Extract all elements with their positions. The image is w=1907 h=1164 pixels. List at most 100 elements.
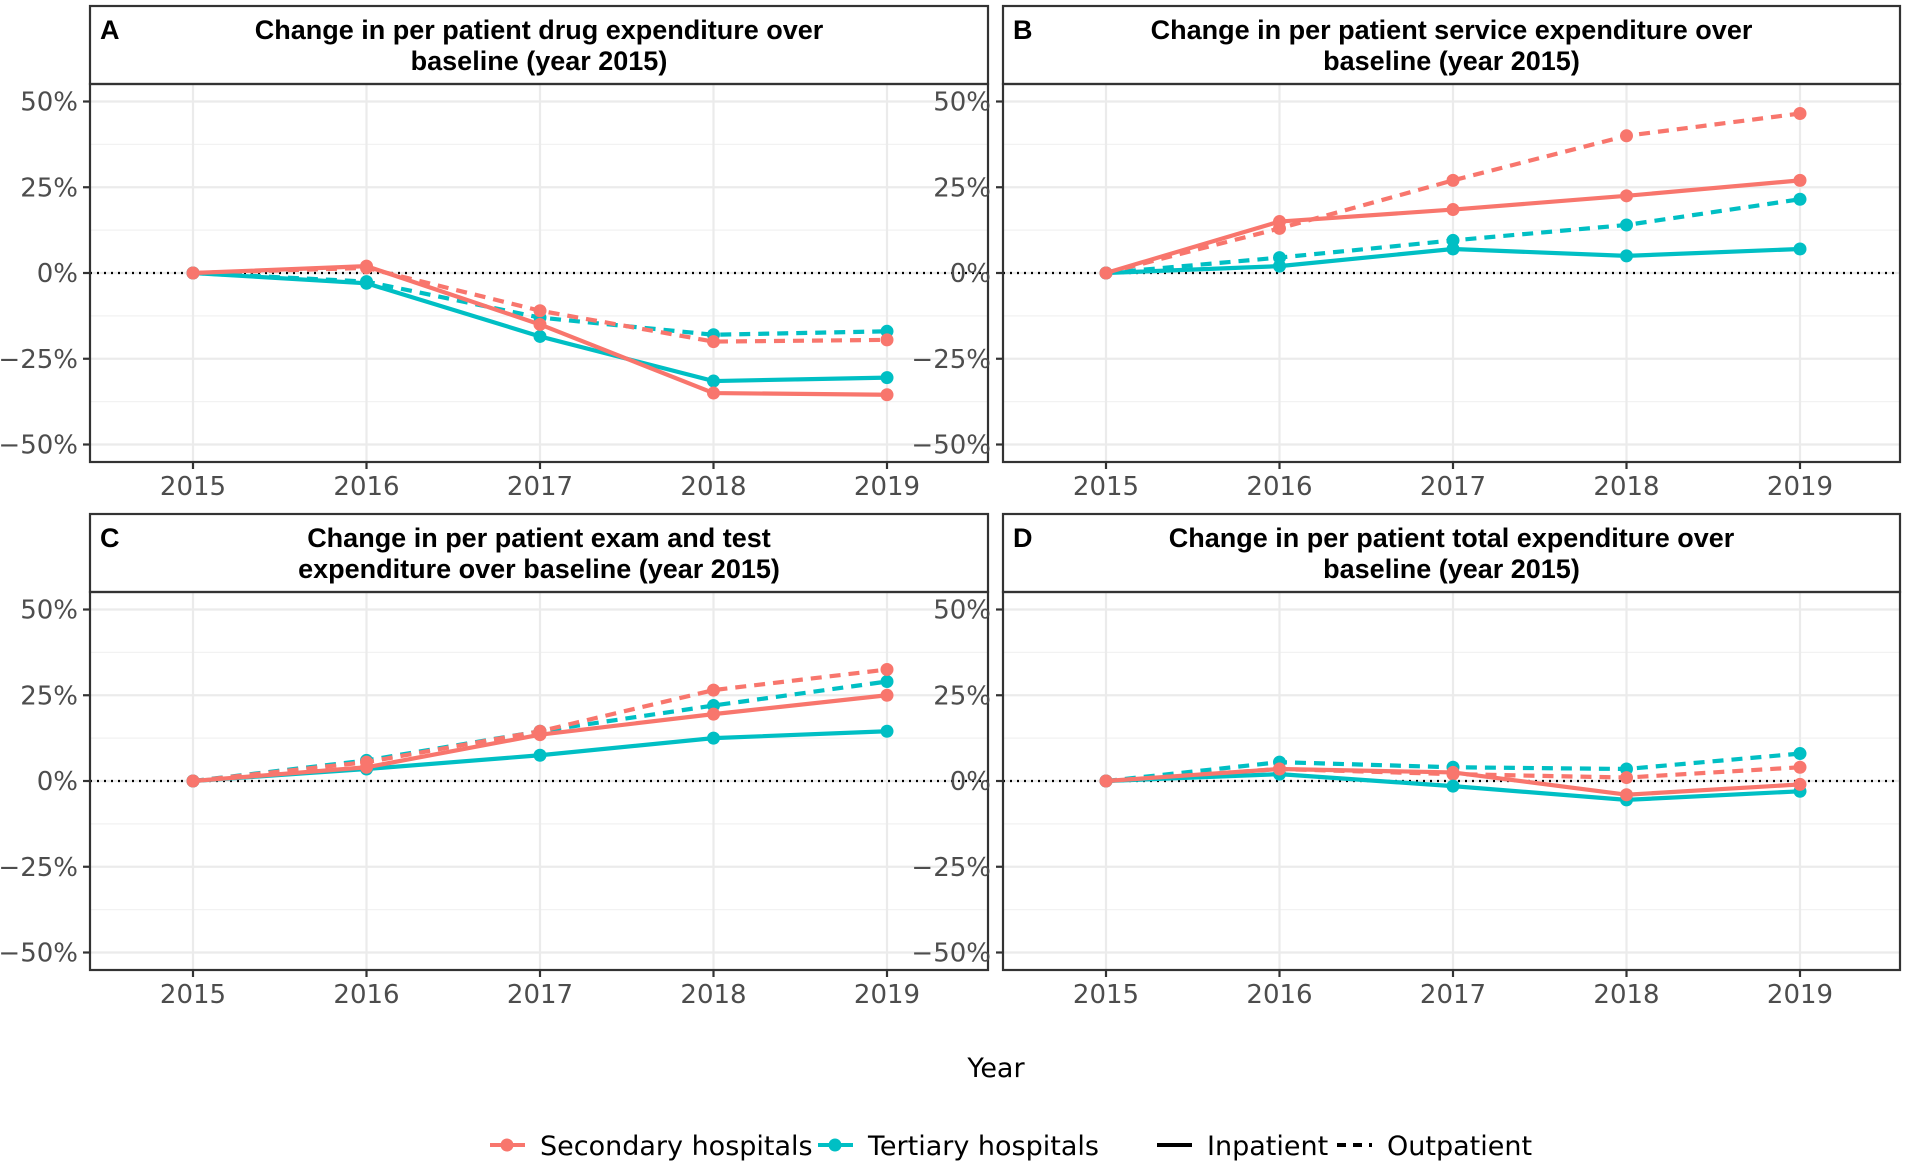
y-tick-label: −25%	[911, 853, 991, 883]
data-point-tertiary-hospitals-inpatient-2016	[1273, 259, 1286, 273]
data-point-tertiary-hospitals-inpatient-2019	[880, 724, 894, 738]
x-tick-label: 2015	[160, 980, 226, 1010]
data-point-secondary-hospitals-inpatient-2016	[360, 259, 373, 273]
data-point-secondary-hospitals-outpatient-2017	[1446, 173, 1460, 187]
data-point-secondary-hospitals-inpatient-2016	[1273, 762, 1286, 776]
panel-b: B Change in per patient service expenditu…	[911, 4, 1902, 502]
data-point-secondary-hospitals-inpatient-2017	[533, 728, 547, 742]
panels: A Change in per patient drug expenditure …	[0, 4, 1902, 1010]
legend-label-outpatient: Outpatient	[1387, 1131, 1532, 1162]
data-point-tertiary-hospitals-inpatient-2017	[533, 329, 547, 343]
y-tick-label: 25%	[20, 681, 78, 711]
data-point-secondary-hospitals-inpatient-2015	[186, 266, 200, 280]
y-tick-label: 50%	[933, 596, 991, 626]
y-tick-label: −25%	[0, 853, 78, 883]
data-point-secondary-hospitals-outpatient-2018	[1620, 129, 1633, 143]
data-point-tertiary-hospitals-inpatient-2018	[707, 731, 720, 745]
x-axis-title: Year	[966, 1053, 1025, 1084]
y-tick-label: −50%	[0, 939, 78, 969]
data-point-secondary-hospitals-outpatient-2019	[1793, 107, 1807, 121]
legend-key-secondary-point	[500, 1138, 514, 1152]
data-point-tertiary-hospitals-outpatient-2019	[1793, 192, 1807, 206]
x-tick-label: 2019	[1767, 472, 1833, 502]
panel-letter: A	[100, 15, 120, 45]
x-tick-label: 2018	[680, 472, 746, 502]
x-tick-label: 2017	[507, 980, 573, 1010]
data-point-secondary-hospitals-outpatient-2018	[707, 683, 720, 697]
data-point-secondary-hospitals-outpatient-2018	[1620, 771, 1633, 785]
panel-strip	[88, 4, 990, 86]
data-point-secondary-hospitals-outpatient-2019	[880, 333, 894, 347]
legend-label-secondary: Secondary hospitals	[540, 1131, 813, 1162]
data-point-secondary-hospitals-outpatient-2019	[880, 663, 894, 677]
panel-letter: D	[1013, 523, 1033, 553]
panel-title-line: baseline (year 2015)	[411, 46, 668, 76]
data-point-secondary-hospitals-inpatient-2018	[707, 707, 720, 721]
x-tick-label: 2018	[1593, 980, 1659, 1010]
data-point-secondary-hospitals-inpatient-2015	[1099, 774, 1113, 788]
data-point-secondary-hospitals-inpatient-2017	[533, 317, 547, 331]
panel-letter: C	[100, 523, 120, 553]
data-point-secondary-hospitals-inpatient-2017	[1446, 203, 1460, 217]
data-point-secondary-hospitals-inpatient-2016	[360, 760, 373, 774]
y-tick-label: −25%	[0, 345, 78, 375]
data-point-secondary-hospitals-inpatient-2015	[186, 774, 200, 788]
y-tick-label: 50%	[20, 88, 78, 118]
panel-letter: B	[1013, 15, 1033, 45]
data-point-tertiary-hospitals-inpatient-2017	[1446, 779, 1460, 793]
x-tick-label: 2015	[160, 472, 226, 502]
y-tick-label: 25%	[933, 173, 991, 203]
y-tick-label: −50%	[0, 431, 78, 461]
y-tick-label: 50%	[20, 596, 78, 626]
y-tick-label: −50%	[911, 431, 991, 461]
y-tick-label: 25%	[933, 681, 991, 711]
panel-d: D Change in per patient total expenditure…	[911, 512, 1902, 1010]
data-point-secondary-hospitals-outpatient-2019	[1793, 760, 1807, 774]
panel-title-line: baseline (year 2015)	[1323, 46, 1580, 76]
x-tick-label: 2017	[1420, 472, 1486, 502]
y-tick-label: 25%	[20, 173, 78, 203]
data-point-secondary-hospitals-inpatient-2019	[1793, 777, 1807, 791]
panel-title-line: expenditure over baseline (year 2015)	[298, 554, 780, 584]
panel-title-line: Change in per patient total expenditure …	[1169, 523, 1735, 553]
data-point-tertiary-hospitals-outpatient-2019	[880, 675, 894, 689]
panel-strip	[1001, 4, 1902, 86]
data-point-tertiary-hospitals-outpatient-2018	[1620, 218, 1633, 232]
x-tick-label: 2016	[1246, 980, 1312, 1010]
data-point-secondary-hospitals-inpatient-2018	[1620, 189, 1633, 203]
data-point-secondary-hospitals-outpatient-2018	[707, 335, 720, 349]
panel-strip	[1001, 512, 1902, 594]
panel-a: A Change in per patient drug expenditure …	[0, 4, 990, 502]
series-line-secondary-hospitals-outpatient	[1105, 111, 1801, 276]
legend-label-inpatient: Inpatient	[1207, 1131, 1328, 1162]
x-tick-label: 2016	[1246, 472, 1312, 502]
x-tick-label: 2018	[1593, 472, 1659, 502]
data-point-tertiary-hospitals-inpatient-2017	[1446, 242, 1460, 256]
y-tick-label: 0%	[37, 767, 78, 797]
x-tick-label: 2017	[1420, 980, 1486, 1010]
data-point-secondary-hospitals-inpatient-2016	[1273, 215, 1286, 229]
y-tick-label: 50%	[933, 88, 991, 118]
data-point-secondary-hospitals-inpatient-2018	[707, 386, 720, 400]
data-point-tertiary-hospitals-inpatient-2016	[360, 276, 373, 290]
data-point-secondary-hospitals-inpatient-2018	[1620, 788, 1633, 802]
panel-title-line: Change in per patient drug expenditure o…	[255, 15, 824, 45]
x-tick-label: 2015	[1073, 980, 1139, 1010]
panel-title-line: Change in per patient exam and test	[307, 523, 771, 553]
data-point-tertiary-hospitals-inpatient-2017	[533, 748, 547, 762]
data-point-tertiary-hospitals-inpatient-2019	[1793, 242, 1807, 256]
data-point-secondary-hospitals-inpatient-2019	[880, 688, 894, 702]
legend-label-tertiary: Tertiary hospitals	[867, 1131, 1099, 1162]
panel-title-line: baseline (year 2015)	[1323, 554, 1580, 584]
x-tick-label: 2018	[680, 980, 746, 1010]
x-tick-label: 2019	[1767, 980, 1833, 1010]
data-point-secondary-hospitals-inpatient-2019	[880, 388, 894, 402]
x-tick-label: 2019	[854, 980, 920, 1010]
panel-c: C Change in per patient exam and testexpe…	[0, 512, 990, 1010]
panel-strip	[88, 512, 990, 594]
legend: Secondary hospitals Tertiary hospitals I…	[490, 1131, 1532, 1162]
y-tick-label: −50%	[911, 939, 991, 969]
x-tick-label: 2019	[854, 472, 920, 502]
data-point-tertiary-hospitals-inpatient-2018	[707, 374, 720, 388]
